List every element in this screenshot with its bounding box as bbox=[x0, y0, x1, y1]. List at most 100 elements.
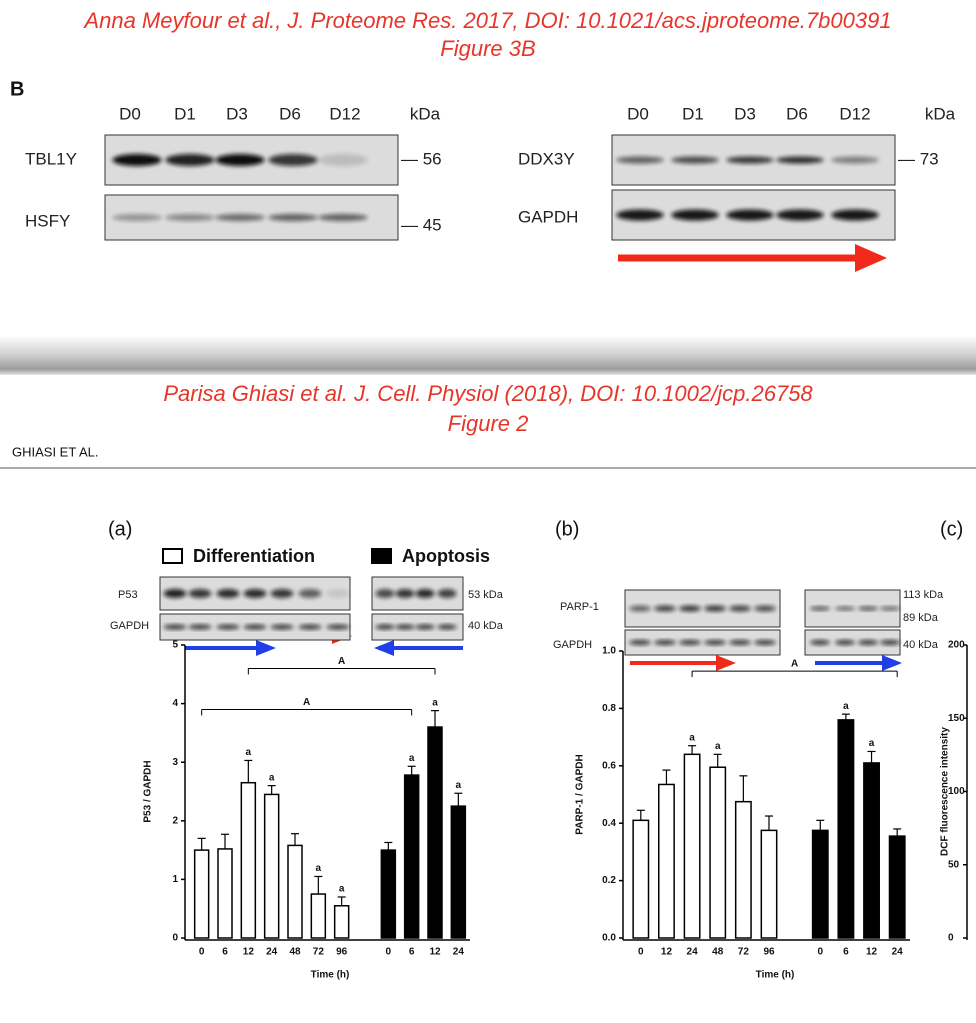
band bbox=[216, 624, 240, 630]
y-tick-label: 0.4 bbox=[602, 818, 616, 829]
band bbox=[318, 214, 368, 221]
bar bbox=[217, 848, 233, 939]
y-tick-label: 0.8 bbox=[602, 703, 616, 714]
band bbox=[215, 154, 265, 166]
bracket-label: A bbox=[338, 656, 345, 667]
band bbox=[268, 214, 318, 221]
y-tick-label: 0 bbox=[948, 933, 954, 944]
y-tick-label: 0.2 bbox=[602, 875, 616, 886]
panel-label: (c) bbox=[940, 518, 963, 540]
band bbox=[704, 640, 726, 645]
significance: a bbox=[339, 884, 345, 895]
band bbox=[729, 640, 751, 645]
kda-marker: — 56 bbox=[401, 149, 442, 168]
y-tick-label: 50 bbox=[948, 859, 960, 870]
separator bbox=[0, 335, 976, 375]
band bbox=[704, 605, 726, 612]
panel-label: (b) bbox=[555, 518, 579, 540]
band bbox=[188, 624, 212, 630]
significance: a bbox=[715, 741, 721, 752]
band bbox=[754, 605, 776, 612]
significance: a bbox=[432, 697, 438, 708]
x-tick-label: 24 bbox=[687, 947, 699, 958]
legend-label: Apoptosis bbox=[402, 546, 490, 566]
band bbox=[776, 156, 824, 164]
blot bbox=[611, 134, 896, 186]
bar bbox=[632, 819, 650, 939]
y-axis-label: P53 / GAPDH bbox=[143, 760, 154, 822]
band bbox=[858, 640, 878, 645]
band bbox=[243, 589, 267, 598]
lane-label: D6 bbox=[786, 104, 808, 123]
band bbox=[270, 589, 294, 598]
blot bbox=[371, 576, 464, 611]
blot bbox=[624, 629, 781, 656]
bracket-label: A bbox=[791, 659, 798, 670]
significance: a bbox=[689, 732, 695, 743]
band bbox=[835, 640, 855, 645]
x-tick-label: 48 bbox=[712, 947, 724, 958]
band bbox=[726, 209, 774, 221]
band bbox=[415, 589, 435, 598]
blot bbox=[159, 576, 351, 611]
significance: a bbox=[843, 701, 849, 712]
blot-label: DDX3Y bbox=[518, 149, 575, 168]
lane-label: D3 bbox=[226, 104, 248, 123]
bar bbox=[380, 849, 397, 939]
band bbox=[729, 605, 751, 612]
x-tick-label: 12 bbox=[661, 947, 673, 958]
band bbox=[671, 209, 719, 221]
y-tick-label: 2 bbox=[172, 815, 178, 826]
blot bbox=[104, 134, 399, 186]
band bbox=[437, 589, 457, 598]
y-tick-label: 1.0 bbox=[602, 646, 616, 657]
band bbox=[165, 214, 215, 221]
lane-label: D12 bbox=[839, 104, 870, 123]
bar bbox=[760, 829, 778, 939]
kda-marker: 40 kDa bbox=[903, 639, 939, 651]
lane-label: D3 bbox=[734, 104, 756, 123]
bar bbox=[193, 849, 210, 939]
blot-label: HSFY bbox=[25, 211, 70, 230]
blot bbox=[611, 189, 896, 241]
panel-label: B bbox=[10, 78, 24, 100]
bar bbox=[709, 766, 727, 939]
bar bbox=[263, 793, 280, 939]
band bbox=[654, 605, 676, 612]
significance: a bbox=[246, 747, 252, 758]
band bbox=[880, 640, 900, 645]
x-tick-label: 6 bbox=[222, 947, 228, 958]
x-tick-label: 72 bbox=[738, 947, 750, 958]
band bbox=[616, 209, 664, 221]
blot bbox=[371, 613, 464, 641]
band bbox=[754, 640, 776, 645]
bar bbox=[333, 905, 350, 939]
band bbox=[880, 606, 900, 611]
blot-label: GAPDH bbox=[518, 207, 578, 226]
blot-label: PARP-1 bbox=[560, 601, 599, 613]
band bbox=[835, 606, 855, 611]
band bbox=[298, 589, 322, 598]
band bbox=[318, 154, 368, 166]
bar bbox=[683, 753, 701, 939]
y-tick-label: 4 bbox=[172, 698, 178, 709]
bar bbox=[310, 893, 327, 939]
x-tick-label: 24 bbox=[266, 947, 278, 958]
kda-marker: 53 kDa bbox=[468, 589, 504, 601]
blot bbox=[804, 589, 901, 628]
y-tick-label: 200 bbox=[948, 640, 965, 651]
band bbox=[629, 605, 651, 612]
band bbox=[326, 589, 350, 598]
x-tick-label: 6 bbox=[843, 947, 849, 958]
bar bbox=[811, 829, 829, 939]
blot bbox=[104, 194, 399, 241]
bar bbox=[450, 805, 467, 939]
lane-label: D1 bbox=[174, 104, 196, 123]
band bbox=[375, 624, 395, 630]
band bbox=[679, 640, 701, 645]
band bbox=[163, 589, 187, 598]
y-tick-label: 150 bbox=[948, 713, 965, 724]
x-tick-label: 96 bbox=[763, 947, 775, 958]
panel-label: (a) bbox=[108, 518, 132, 540]
band bbox=[163, 624, 187, 630]
